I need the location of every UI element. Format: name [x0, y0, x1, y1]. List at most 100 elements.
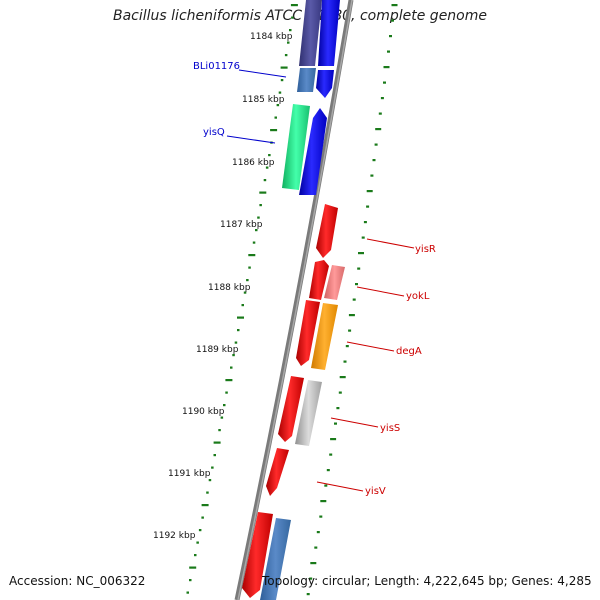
ring-dot	[248, 266, 251, 269]
ring-dot	[324, 484, 328, 487]
ring-dot	[289, 29, 292, 32]
gene-feature-ring	[242, 0, 338, 598]
ring-dot	[345, 345, 349, 348]
major-tick-mark	[201, 504, 209, 507]
ring-dot	[255, 229, 258, 232]
cog-block	[324, 265, 345, 300]
major-tick-mark	[383, 66, 390, 69]
major-tick-mark	[237, 316, 244, 319]
ring-dot	[241, 304, 244, 307]
major-tick-mark	[339, 376, 346, 379]
leader-line	[366, 238, 415, 249]
gene-label-yisv: yisV	[365, 486, 386, 497]
major-tick-mark	[375, 128, 382, 131]
cog-block	[299, 108, 327, 195]
cog-feature-ring	[260, 0, 345, 600]
accession-text: Accession: NC_006322	[9, 574, 146, 588]
leader-line	[226, 135, 276, 144]
ring-dot	[280, 79, 284, 82]
ring-dot	[196, 541, 199, 544]
ring-dot	[343, 360, 347, 363]
major-tick-mark	[225, 379, 233, 382]
gene-block	[309, 260, 329, 300]
major-tick-mark	[270, 129, 278, 132]
ring-dot	[259, 204, 262, 207]
ring-dot	[326, 469, 330, 472]
gene-block	[242, 512, 273, 598]
ring-dot	[201, 516, 204, 519]
ring-dot	[268, 154, 271, 157]
ring-dot	[284, 54, 288, 57]
ring-dot	[287, 41, 290, 44]
ring-dot	[374, 143, 378, 146]
major-tick-mark	[213, 441, 221, 444]
tick-label: 1190 kbp	[182, 407, 225, 417]
tick-labels: 1184 kbp 1185 kbp 1186 kbp 1187 kbp 1188…	[153, 32, 293, 541]
ring-dot	[234, 341, 238, 344]
ring-dot	[348, 329, 352, 332]
ring-dot	[208, 479, 212, 482]
tick-label: 1188 kbp	[208, 283, 251, 293]
major-tick-mark	[310, 562, 317, 565]
ring-dot	[314, 546, 318, 549]
ring-dot	[218, 429, 221, 432]
ring-dot	[189, 579, 192, 582]
gene-block	[316, 204, 338, 258]
ring-dot	[278, 91, 282, 94]
major-tick-mark	[290, 4, 298, 7]
gene-label-dega: degA	[396, 346, 422, 357]
cog-block	[295, 380, 322, 446]
ring-dot	[329, 453, 333, 456]
leader-line	[238, 69, 287, 78]
ring-dot	[338, 391, 342, 394]
tick-label: 1187 kbp	[220, 220, 263, 230]
ring-dot	[319, 515, 323, 518]
leader-line	[346, 341, 395, 352]
ring-dot	[225, 391, 228, 394]
leader-line	[316, 481, 364, 492]
ring-dot	[389, 35, 392, 38]
ring-dot	[230, 366, 233, 369]
ring-dot	[263, 179, 267, 182]
gene-label-yokl: yokL	[406, 291, 430, 302]
tick-label: 1192 kbp	[153, 531, 196, 541]
ring-dot	[383, 81, 386, 84]
ring-dot	[257, 216, 260, 219]
ring-dot	[363, 221, 367, 224]
ring-dot	[232, 354, 235, 357]
ring-dot	[223, 404, 226, 407]
ring-dot	[213, 454, 216, 457]
cog-block	[311, 303, 338, 370]
gene-label-yiss: yisS	[380, 423, 400, 434]
major-tick-mark	[330, 438, 337, 441]
major-tick-mark	[366, 190, 373, 193]
ring-dot	[372, 159, 376, 162]
gene-label-yisq: yisQ	[203, 127, 225, 138]
gene-block	[266, 448, 289, 496]
ring-dot	[276, 104, 280, 107]
ring-dot	[380, 97, 384, 100]
ring-dot	[352, 298, 356, 301]
ring-dot	[291, 16, 294, 19]
gene-labels: BLi01176 yisQ yisR yokL degA yisS yisV	[193, 61, 436, 497]
ring-dot	[334, 422, 337, 425]
tick-label: 1184 kbp	[250, 32, 293, 42]
ring-dot	[378, 112, 382, 115]
ring-dot	[211, 466, 214, 469]
ring-dot	[194, 554, 197, 557]
cog-block	[316, 70, 334, 98]
ring-dot	[357, 267, 361, 270]
gene-block	[278, 376, 304, 442]
genome-summary-text: Topology: circular; Length: 4,222,645 bp…	[262, 574, 592, 588]
ring-dot	[274, 116, 277, 119]
tick-label: 1191 kbp	[168, 469, 211, 479]
genome-backbone-highlight	[237, 0, 353, 600]
ring-dot	[309, 577, 313, 580]
ring-dot	[387, 50, 390, 53]
ring-dot	[246, 279, 249, 282]
gene-label-yisr: yisR	[415, 244, 436, 255]
gene-block	[296, 300, 320, 366]
ring-dot	[306, 593, 310, 596]
ring-dot	[243, 291, 247, 294]
